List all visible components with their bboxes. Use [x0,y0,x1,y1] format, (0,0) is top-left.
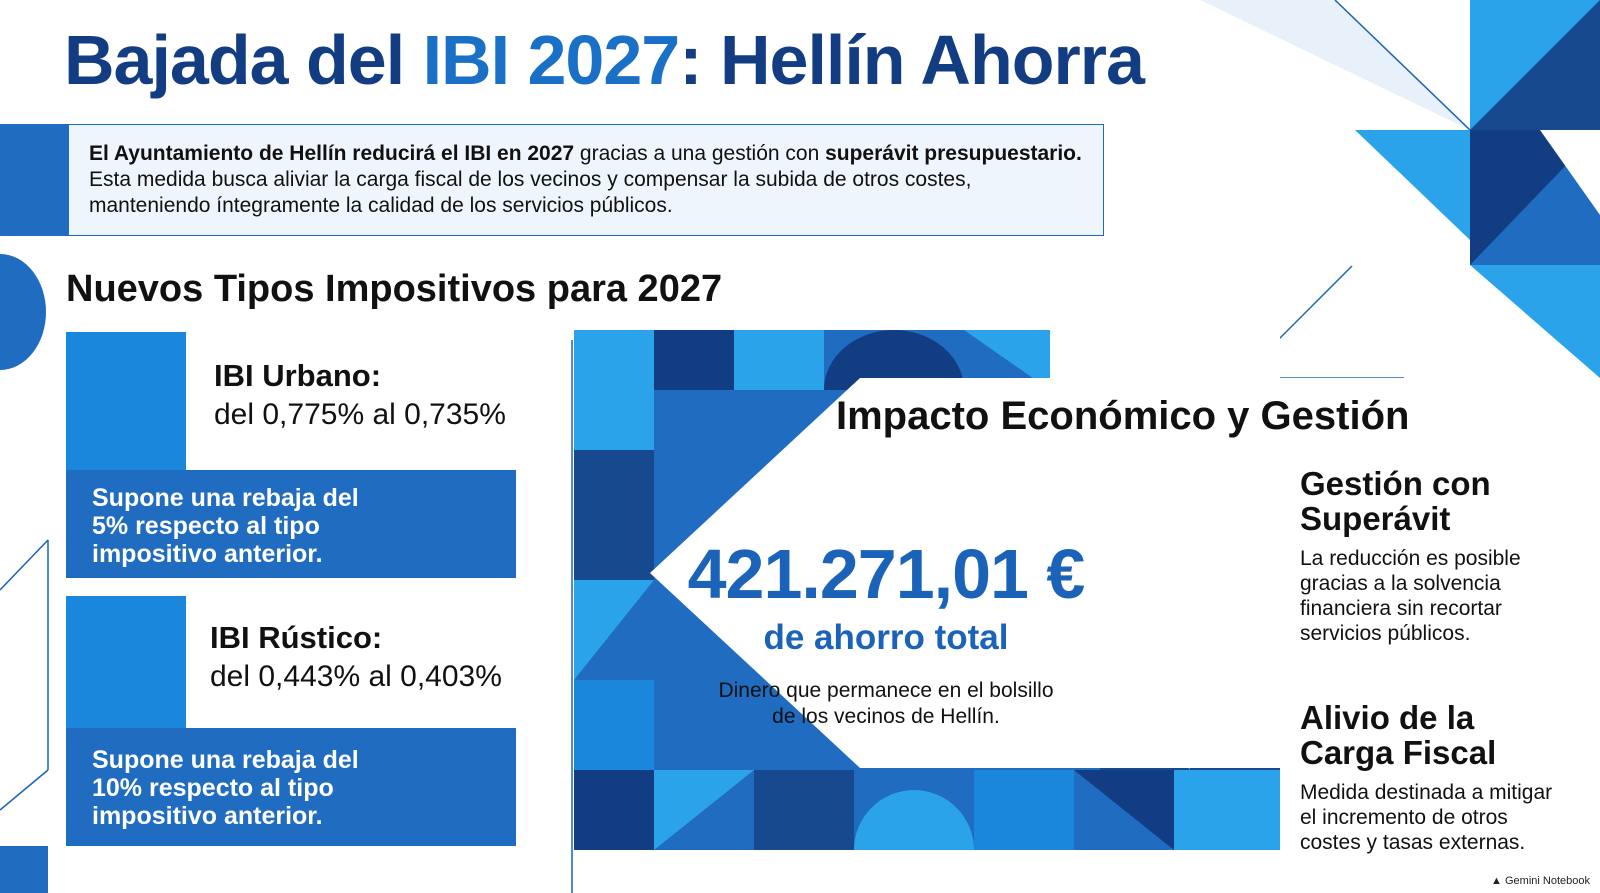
savings-description: Dinero que permanece en el bolsillo de l… [676,678,1096,730]
title-line: Carga Fiscal [1300,734,1497,771]
mosaic-shape [574,770,654,850]
impact-title: Impacto Económico y Gestión [836,394,1410,438]
mosaic-shape [1050,330,1280,378]
credit-text: Gemini Notebook [1505,875,1590,887]
mosaic-shape [654,770,754,850]
mosaic-shape [1174,770,1280,850]
intro-line: El Ayuntamiento de Hellín reducirá el IB… [89,141,1083,167]
ibi-urbano-range: del 0,775% al 0,735% [214,398,506,431]
title-highlight: IBI 2027 [422,21,681,99]
mosaic-shape [574,680,654,770]
deco-shape [0,124,68,236]
deco-shape [1355,130,1470,240]
mosaic-shape [574,450,654,580]
note-line: 10% respecto al tipo [92,774,334,802]
superavit-title: Gestión con Superávit [1300,466,1491,536]
savings-amount: 421.271,01 € [687,535,1086,613]
description-line: de los vecinos de Hellín. [772,705,1000,728]
card-band [66,728,516,846]
notebook-icon: ▲ [1491,875,1502,887]
intro-box: El Ayuntamiento de Hellín reducirá el IB… [68,124,1104,236]
deco-shape [0,846,48,893]
card-accent [66,332,186,470]
ibi-urbano-note: Supone una rebaja del 5% respecto al tip… [92,484,359,568]
deco-line [0,539,49,591]
description-line: Dinero que permanece en el bolsillo [718,679,1054,702]
note-line: 5% respecto al tipo [92,512,320,540]
note-line: impositivo anterior. [92,802,323,830]
mosaic-shape [824,330,964,390]
page-title: Bajada del IBI 2027: Hellín Ahorra [64,21,1145,99]
superavit-text: La reducción es posible gracias a la sol… [1300,546,1521,646]
text-line: financiera sin recortar [1300,597,1502,620]
mosaic-shape [1074,770,1174,850]
title-text: : Hellín Ahorra [679,21,1145,99]
deco-shape [1470,265,1600,378]
savings-label: de ahorro total [763,618,1009,657]
deco-line [1334,0,1471,131]
intro-line: Esta medida busca aliviar la carga fisca… [89,168,972,191]
ibi-rustico-note: Supone una rebaja del 10% respecto al ti… [92,746,359,830]
alivio-text: Medida destinada a mitigar el incremento… [1300,780,1552,855]
text-line: el incremento de otros [1300,806,1508,829]
alivio-title: Alivio de la Carga Fiscal [1300,700,1496,770]
mosaic-shape [754,770,854,850]
note-line: Supone una rebaja del [92,484,359,512]
note-line: Supone una rebaja del [92,746,359,774]
title-line: Alivio de la [1300,699,1475,736]
deco-shape [1540,130,1600,215]
title-line: Gestión con [1300,465,1491,502]
text-line: costes y tasas externas. [1300,831,1526,854]
deco-shape [1470,0,1600,130]
mosaic-shape [734,330,824,390]
mosaic-shape [654,330,734,390]
intro-line: manteniendo íntegramente la calidad de l… [89,194,673,217]
text-line: gracias a la solvencia [1300,572,1501,595]
card-accent [66,596,186,728]
ibi-rustico-name: IBI Rústico: [210,620,383,655]
text-line: Medida destinada a mitigar [1300,781,1553,804]
footer-credit: ▲ Gemini Notebook [1491,875,1590,887]
ibi-rustico-range: del 0,443% al 0,403% [210,660,502,693]
mosaic-shape [854,790,974,850]
deco-shape [0,254,46,370]
mosaic-shape [574,580,654,680]
intro-emphasis: El Ayuntamiento de Hellín reducirá el IB… [89,142,575,165]
mosaic-shape [974,770,1074,850]
title-line: Superávit [1300,500,1451,537]
title-text: Bajada del [64,21,423,99]
mosaic-shape [964,330,1050,390]
ibi-urbano-name: IBI Urbano: [214,358,382,393]
text-line: La reducción es posible [1300,547,1521,570]
text-line: servicios públicos. [1300,622,1471,645]
mosaic-shape [574,330,654,450]
deco-line [0,769,49,811]
rates-section-title: Nuevos Tipos Impositivos para 2027 [66,268,723,310]
intro-emphasis: superávit presupuestario. [825,142,1082,165]
card-band [66,470,516,578]
intro-text: gracias a una gestión con [574,142,826,165]
note-line: impositivo anterior. [92,540,323,568]
